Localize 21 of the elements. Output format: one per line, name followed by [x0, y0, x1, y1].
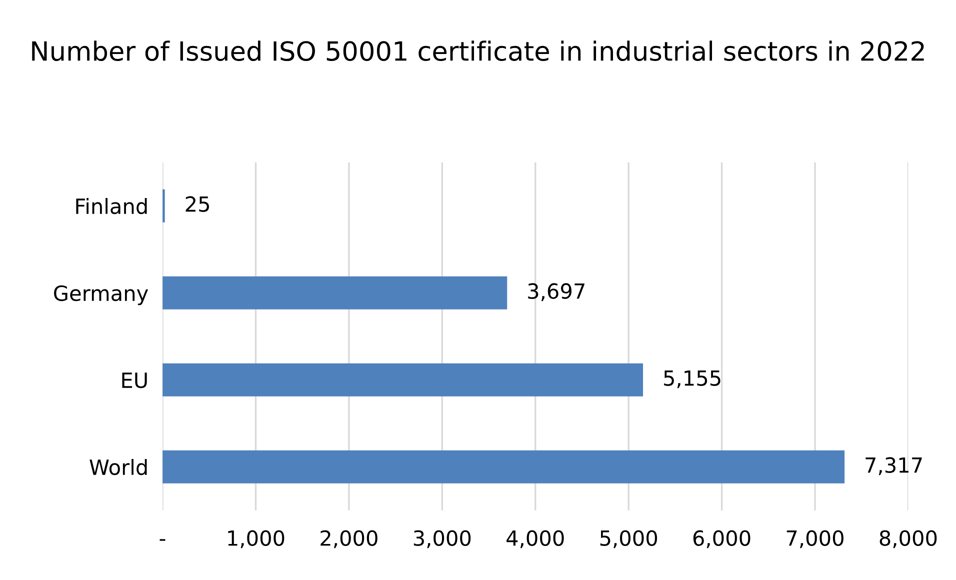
data-label: 5,155 [664, 370, 720, 388]
y-tick-label: EU [122, 372, 147, 388]
data-label: 25 [186, 196, 209, 212]
y-tick-label: Finland [76, 198, 147, 214]
x-tick-label: 8,000 [880, 530, 937, 548]
x-tick-label: - [160, 539, 166, 541]
bar [162, 276, 508, 310]
chart-title: Number of Issued ISO 50001 certificate in industrial sectors in 2022 [32, 40, 924, 62]
x-tick-label: 2,000 [320, 530, 378, 548]
bar [162, 363, 644, 396]
x-tick-label: 6,000 [693, 530, 750, 548]
x-tick-label: 5,000 [600, 530, 658, 548]
x-tick-label: 3,000 [414, 530, 471, 548]
x-tick-label: 7,000 [786, 530, 844, 548]
data-label: 7,317 [866, 457, 922, 476]
data-label: 3,697 [528, 283, 584, 302]
x-tick-label: 4,000 [506, 530, 564, 548]
y-tick-label: Germany [54, 285, 148, 306]
x-tick-label: 1,000 [228, 530, 284, 548]
bar [162, 450, 845, 484]
y-tick-label: World [90, 458, 147, 476]
